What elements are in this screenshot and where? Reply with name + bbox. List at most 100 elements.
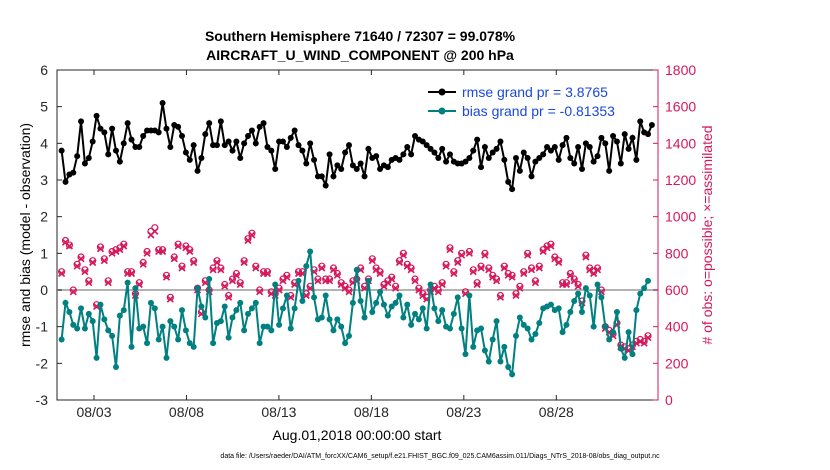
bias-point <box>311 294 318 301</box>
obs-assimilated-point <box>326 277 334 285</box>
obs-possible-point <box>388 273 396 281</box>
rmse-point <box>509 186 516 193</box>
y2-tick-label: 0 <box>665 392 673 408</box>
bias-point <box>303 263 310 270</box>
bias-point <box>268 327 275 334</box>
bias-point <box>252 299 259 306</box>
obs-possible-point <box>89 257 97 265</box>
obs-assimilated-point <box>450 269 458 278</box>
obs-assimilated-point <box>139 260 147 268</box>
y2-tick-label: 800 <box>665 245 689 261</box>
rmse-point <box>229 147 236 154</box>
rmse-point <box>136 144 143 150</box>
legend-rmse-label: rmse grand pr = 3.8765 <box>462 84 608 100</box>
rmse-point <box>194 167 201 174</box>
rmse-point <box>58 147 65 154</box>
rmse-point <box>318 173 325 180</box>
obs-possible-point <box>477 262 485 270</box>
obs-assimilated-point <box>112 247 120 256</box>
bias-point <box>505 364 512 370</box>
rmse-point <box>439 145 446 152</box>
obs-possible-point <box>225 291 233 300</box>
y-tick-label: -1 <box>36 319 49 335</box>
rmse-point <box>404 144 411 150</box>
bias-point <box>637 290 644 297</box>
bias-point <box>586 292 593 299</box>
bias-point <box>493 318 500 325</box>
rmse-point <box>629 134 636 141</box>
y-tick-label: 0 <box>40 282 48 298</box>
data-file-footer: data file: /Users/raeder/DAI/ATM_forcXX/… <box>220 453 660 460</box>
rmse-point <box>412 133 419 139</box>
obs-assimilated-point <box>333 271 341 279</box>
obs-possible-point <box>81 266 89 274</box>
rmse-point <box>81 160 88 167</box>
rmse-point <box>93 112 100 119</box>
bias-point <box>373 299 380 306</box>
bias-point <box>179 307 186 314</box>
rmse-point <box>179 133 186 139</box>
rmse-point <box>474 136 481 143</box>
rmse-point <box>268 147 275 154</box>
rmse-point <box>311 156 318 163</box>
rmse-point <box>287 134 294 141</box>
obs-assimilated-point <box>275 286 283 294</box>
rmse-point <box>206 120 213 127</box>
rmse-point <box>528 173 535 180</box>
bias-point <box>233 307 240 314</box>
obs-assimilated-point <box>170 255 178 263</box>
obs-possible-point <box>411 275 419 283</box>
obs-assimilated-point <box>469 268 477 276</box>
obs-possible-point <box>85 277 93 285</box>
bias-point <box>194 285 201 292</box>
obs-possible-point <box>593 264 602 272</box>
rmse-point <box>470 147 477 154</box>
y-tick-label: 1 <box>40 245 48 261</box>
rmse-point <box>105 151 112 158</box>
bias-point <box>78 305 85 312</box>
obs-possible-point <box>403 260 411 268</box>
x-tick-label: 08/23 <box>446 404 481 420</box>
bias-point <box>516 314 523 321</box>
bias-point <box>330 327 337 334</box>
rmse-point <box>237 155 244 161</box>
obs-possible-point <box>395 257 404 265</box>
obs-possible-point <box>166 293 174 301</box>
obs-possible-point <box>221 280 229 289</box>
obs-possible-point <box>465 247 473 256</box>
bias-point <box>287 325 294 332</box>
bias-point <box>590 323 597 330</box>
rmse-point <box>163 125 170 132</box>
obs-possible-point <box>524 249 532 257</box>
bias-point <box>342 340 349 347</box>
obs-assimilated-point <box>570 277 578 285</box>
obs-assimilated-point <box>508 273 516 281</box>
rmse-point <box>478 164 485 171</box>
obs-assimilated-point <box>512 291 520 300</box>
obs-assimilated-point <box>314 277 322 285</box>
rmse-point <box>279 138 286 145</box>
rmse-point <box>551 144 558 150</box>
bias-point <box>171 323 178 330</box>
y-tick-label: 6 <box>40 62 48 78</box>
obs-possible-point <box>329 264 338 272</box>
obs-possible-point <box>73 260 81 268</box>
rmse-point <box>349 162 356 169</box>
rmse-point <box>547 147 554 154</box>
bias-point <box>256 340 263 347</box>
obs-possible-point <box>574 280 582 289</box>
rmse-point <box>272 166 279 172</box>
rmse-point <box>427 145 434 152</box>
bias-point <box>458 325 465 332</box>
rmse-point <box>307 140 314 147</box>
bias-point <box>124 279 131 286</box>
rmse-point <box>435 155 442 161</box>
obs-assimilated-point <box>77 255 85 263</box>
rmse-point <box>109 125 116 132</box>
bias-point <box>520 321 527 328</box>
chart-subtitle: AIRCRAFT_U_WIND_COMPONENT @ 200 hPa <box>206 47 514 63</box>
bias-point <box>245 310 252 317</box>
bias-point <box>415 316 422 323</box>
rmse-point <box>155 129 162 136</box>
bias-point <box>140 323 147 330</box>
